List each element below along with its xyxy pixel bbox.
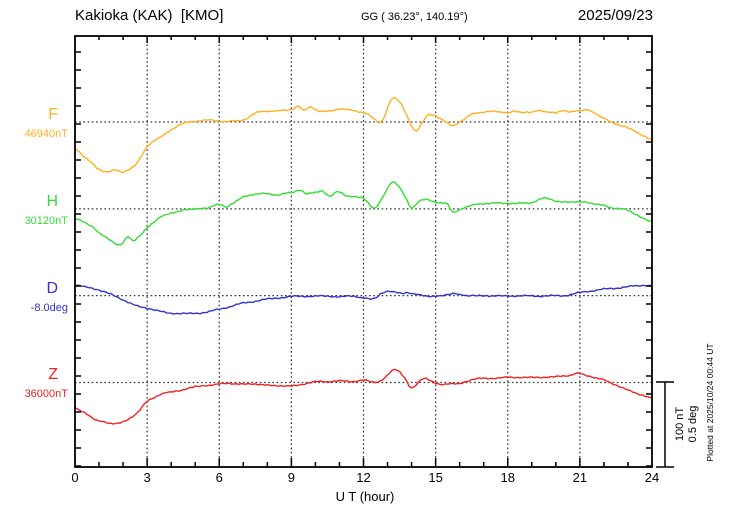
- station-title: Kakioka (KAK) [KMO]: [75, 7, 224, 24]
- scale-bar-deg-label: 0.5 deg: [687, 405, 699, 443]
- x-tick-label-6: 6: [215, 470, 223, 485]
- x-tick-label-18: 18: [500, 470, 515, 485]
- plotted-at-note: Plotted at 2025/10/24 00:44 UT: [705, 343, 715, 462]
- plot-frame: [74, 35, 653, 468]
- trace-f: [74, 96, 653, 174]
- series-baseline-h: 30120nT: [24, 215, 68, 227]
- trace-d: [74, 284, 653, 315]
- x-tick-label-3: 3: [143, 470, 151, 485]
- series-label-d: D: [46, 280, 58, 297]
- series-label-z: Z: [48, 366, 58, 383]
- series-label-h: H: [46, 193, 58, 210]
- geographic-coords: GG ( 36.23°, 140.19°): [361, 11, 468, 23]
- scale-bar-label: 100 nT 0.5 deg: [674, 395, 700, 453]
- x-axis-title: U T (hour): [335, 489, 395, 504]
- series-baseline-d: -8.0deg: [30, 302, 68, 314]
- x-tick-label-15: 15: [428, 470, 443, 485]
- plot-date: 2025/09/23: [577, 7, 653, 24]
- x-tick-label-0: 0: [71, 470, 79, 485]
- x-tick-label-21: 21: [572, 470, 588, 485]
- scale-bar-nt-label: 100 nT: [674, 406, 686, 442]
- series-label-f: F: [48, 106, 58, 123]
- trace-h: [74, 181, 653, 246]
- trace-z: [74, 368, 653, 425]
- x-tick-label-9: 9: [287, 470, 295, 485]
- series-baseline-z: 36000nT: [24, 388, 68, 400]
- series-baseline-f: 46940nT: [24, 128, 68, 140]
- x-tick-label-24: 24: [644, 470, 660, 485]
- x-tick-label-12: 12: [356, 470, 371, 485]
